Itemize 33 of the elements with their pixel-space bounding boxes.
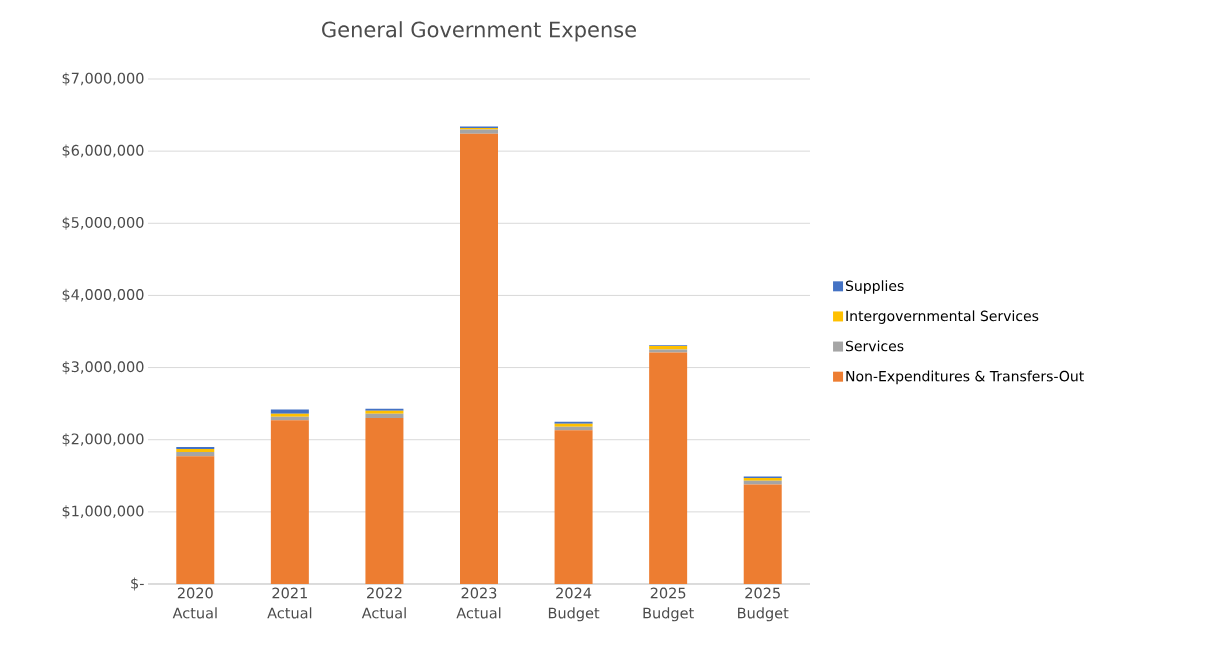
y-tick-label: $1,000,000 [62,505,144,519]
bar [365,413,404,419]
bar [270,413,309,417]
legend-label: Intergovernmental Services [846,310,1039,324]
bar [365,418,404,584]
bar [649,345,688,350]
y-tick-label: $4,000,000 [62,288,144,302]
y-tick-label: $3,000,000 [62,361,144,375]
x-tick-label: 2024 Budget [548,587,600,622]
y-tick-label: $5,000,000 [62,216,144,230]
x-tick-label: 2022 Actual [361,587,406,619]
y-tick-label: $- [131,577,144,591]
bar [176,451,215,457]
y-tick-label: $2,000,000 [62,433,144,447]
bar [176,456,215,584]
x-tick-label: 2021 Actual [267,587,312,619]
chart-title: General Government Expense [322,21,636,42]
y-tick-label: $7,000,000 [62,72,144,86]
bar [460,133,498,584]
legend-label: Supplies [845,280,904,294]
legend-label: Non-Expenditures & Transfers-Out [846,370,1084,385]
x-tick-label: 2025 Budget [643,587,694,622]
legend-label: Services [845,340,904,352]
bar [649,352,688,584]
bar [270,409,309,414]
bar [743,484,782,584]
x-tick-label: 2023 Actual [456,587,501,619]
bar [270,420,309,584]
x-tick-label: 2025 Budget [738,587,789,622]
y-tick-label: $6,000,000 [62,144,144,158]
x-tick-label: 2020 Actual [172,587,217,619]
bar [460,129,498,134]
bar [554,430,593,584]
